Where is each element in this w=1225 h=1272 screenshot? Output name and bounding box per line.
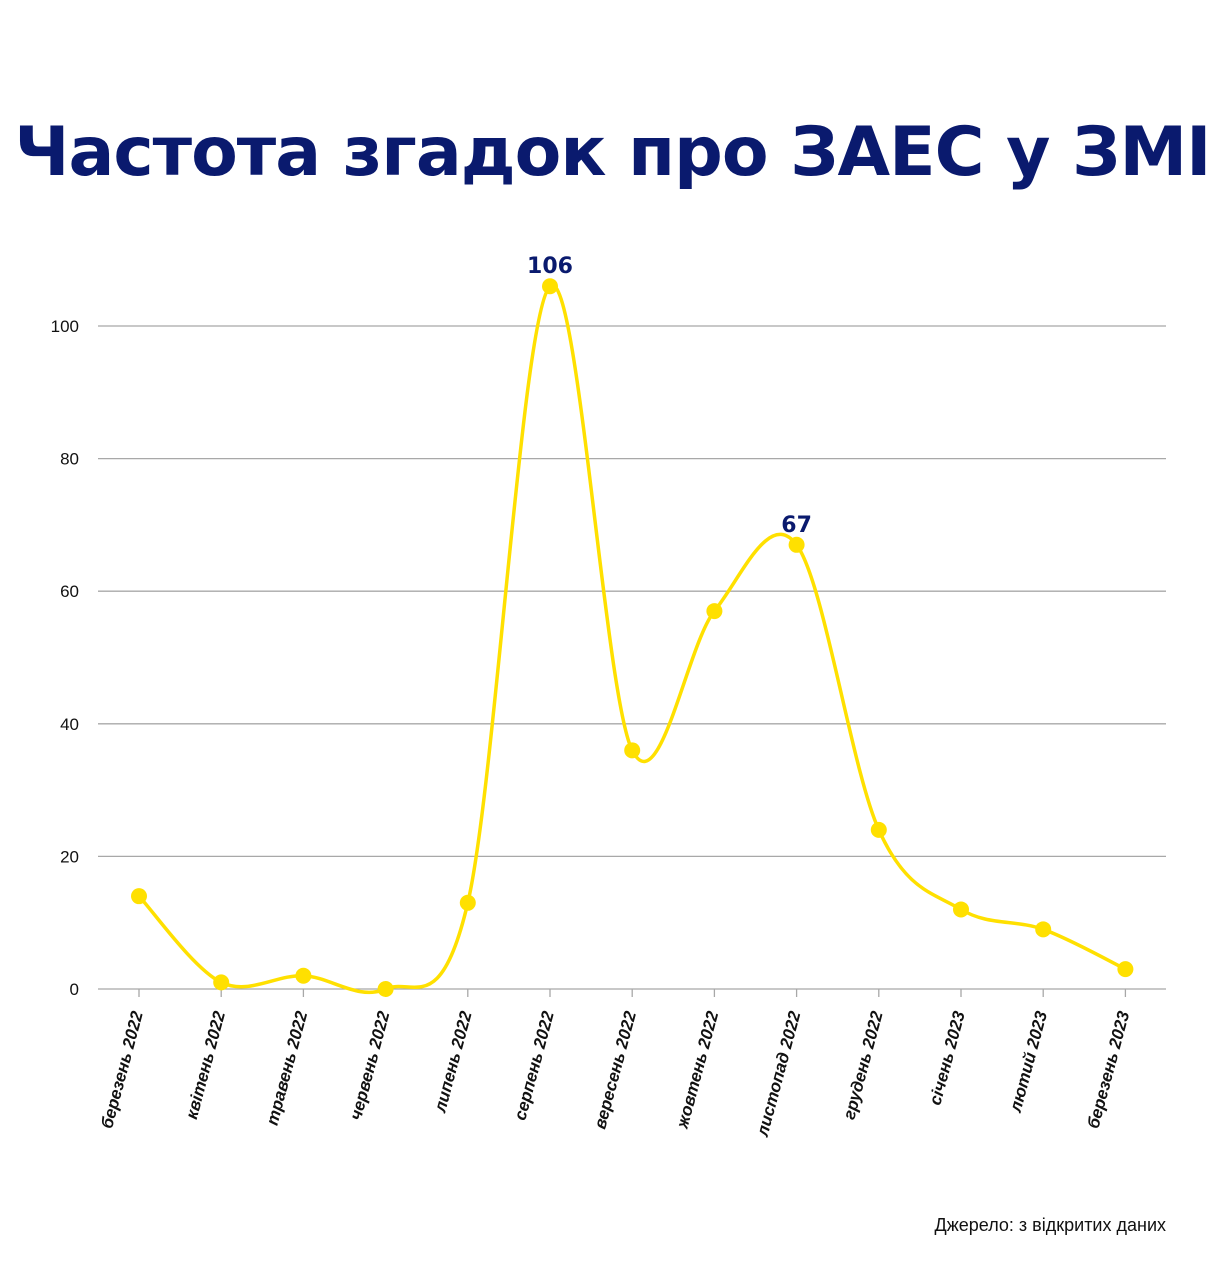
source-note: Джерело: з відкритих даних bbox=[934, 1215, 1166, 1235]
y-tick-label: 100 bbox=[51, 317, 79, 336]
x-tick-label: квітень 2022 bbox=[182, 1009, 229, 1122]
data-labels: 106 67 bbox=[527, 254, 812, 538]
x-tick-label: грудень 2022 bbox=[839, 1009, 886, 1122]
data-point bbox=[624, 742, 641, 759]
data-point bbox=[1035, 921, 1052, 938]
chart-title: Частота згадок про ЗАЕС у ЗМІ bbox=[14, 113, 1212, 192]
y-tick-label: 60 bbox=[60, 582, 79, 601]
data-point bbox=[1117, 961, 1134, 978]
x-tick-label: вересень 2022 bbox=[590, 1009, 640, 1131]
data-point bbox=[131, 888, 147, 905]
y-tick-label: 0 bbox=[70, 980, 79, 999]
data-label: 106 bbox=[527, 254, 573, 279]
data-point bbox=[459, 894, 476, 911]
x-tick-label: червень 2022 bbox=[346, 1009, 393, 1123]
data-point bbox=[953, 901, 969, 918]
data-point bbox=[706, 603, 723, 620]
data-point bbox=[870, 821, 887, 838]
x-tick-label: жовтень 2022 bbox=[673, 1009, 723, 1132]
gridlines bbox=[98, 325, 1166, 990]
data-point bbox=[542, 278, 558, 295]
series-line-path bbox=[137, 283, 1128, 995]
data-point bbox=[295, 967, 312, 984]
y-tick-label: 80 bbox=[60, 450, 79, 469]
series-line bbox=[137, 283, 1128, 995]
x-tick-label: травень 2022 bbox=[263, 1009, 312, 1128]
y-tick-label: 40 bbox=[60, 715, 79, 734]
data-point bbox=[213, 974, 230, 991]
x-tick-label: березень 2022 bbox=[97, 1009, 147, 1131]
x-tick-label: листопад 2022 bbox=[753, 1009, 805, 1140]
data-point bbox=[788, 536, 805, 553]
data-point bbox=[377, 981, 394, 997]
x-tick-label: березень 2023 bbox=[1084, 1009, 1134, 1131]
y-axis-ticks: 0 20 40 60 80 100 bbox=[51, 317, 79, 999]
data-label: 67 bbox=[781, 513, 812, 538]
x-axis-ticks: березень 2022 квітень 2022 травень 2022 чер… bbox=[97, 989, 1133, 1139]
x-tick-label: лютий 2023 bbox=[1006, 1009, 1052, 1115]
x-tick-label: липень 2022 bbox=[430, 1009, 476, 1116]
y-tick-label: 20 bbox=[60, 847, 79, 866]
x-tick-label: серпень 2022 bbox=[511, 1009, 558, 1123]
data-points bbox=[131, 278, 1134, 997]
x-tick-label: січень 2023 bbox=[926, 1009, 969, 1108]
